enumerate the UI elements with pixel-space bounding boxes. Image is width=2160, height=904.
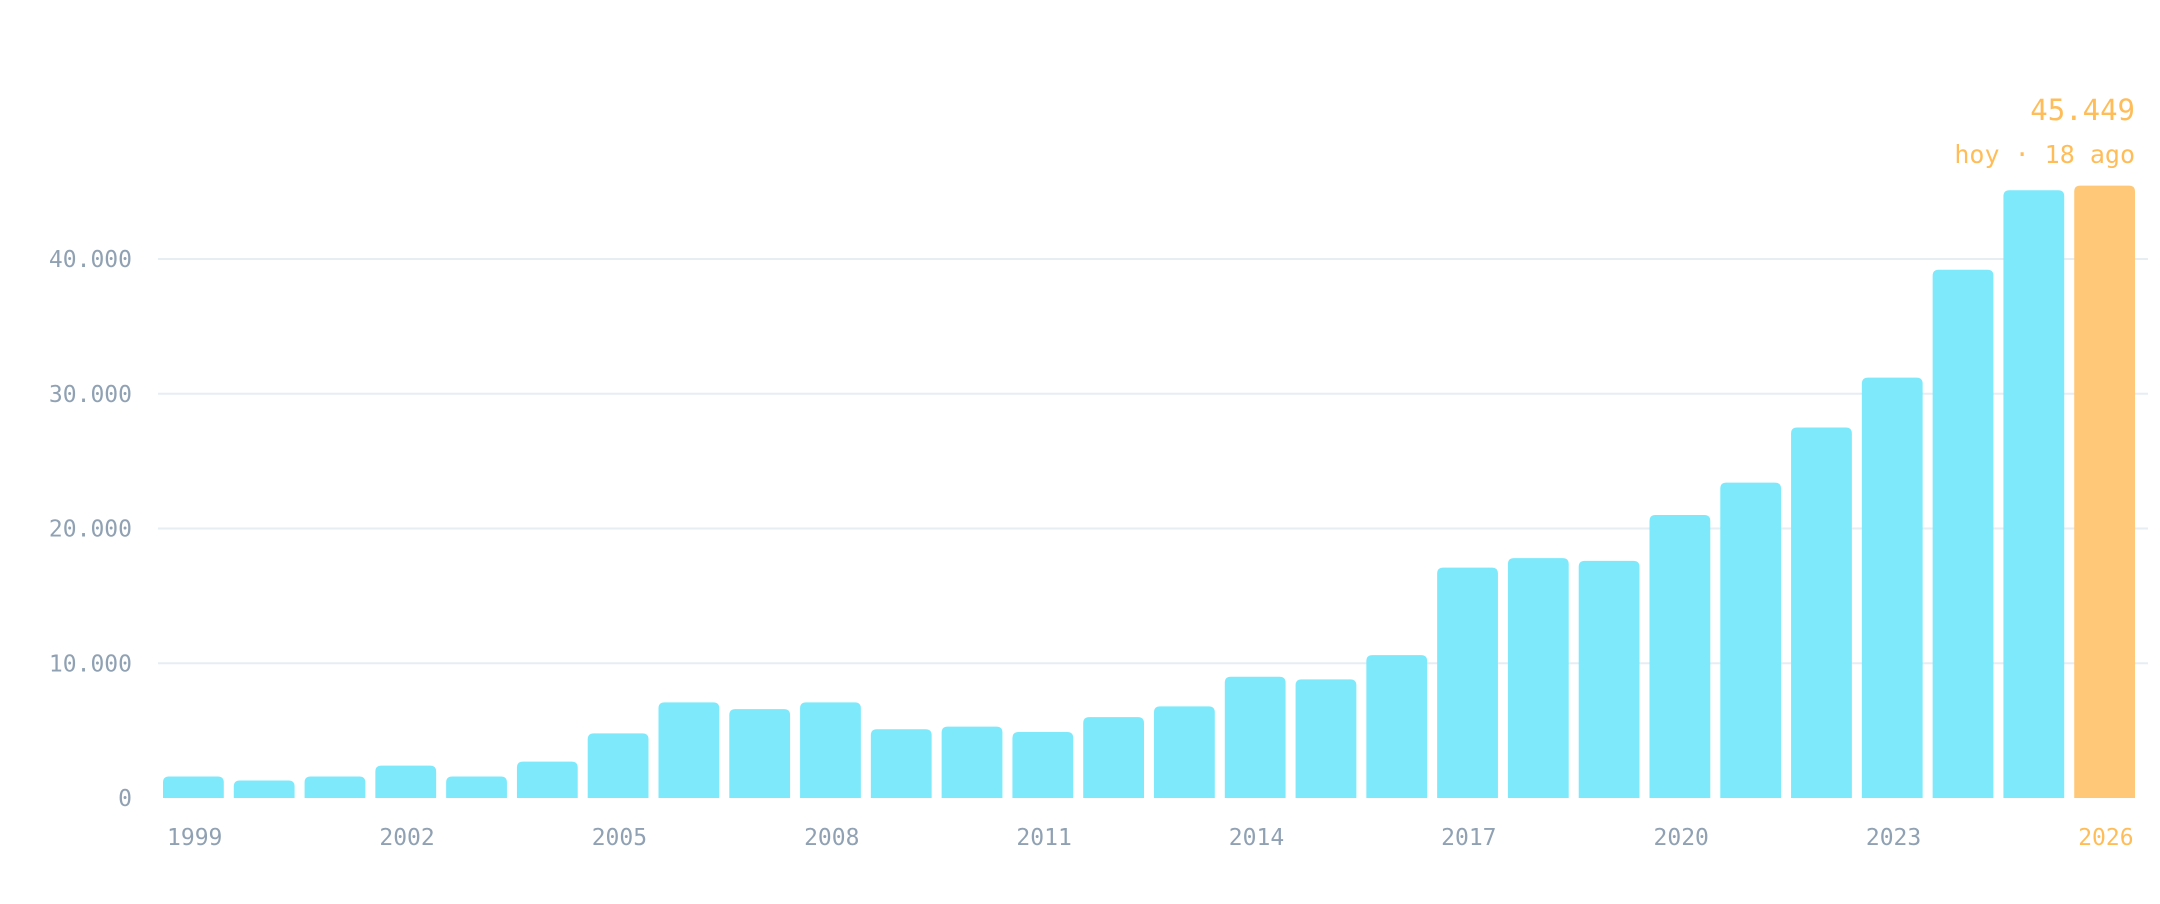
y-axis-ticks: 0 10.000 20.000 30.000 40.000	[49, 247, 132, 812]
bar	[1649, 515, 1711, 798]
bars	[163, 185, 2135, 799]
bar	[1295, 679, 1357, 798]
bar	[800, 702, 861, 798]
bar	[516, 761, 578, 798]
bar	[1437, 567, 1498, 798]
bar	[446, 776, 507, 798]
y-tick-label: 40.000	[49, 247, 132, 273]
bar	[1366, 655, 1428, 798]
x-tick-label: 2023	[1866, 825, 1921, 851]
bar	[1012, 731, 1074, 798]
highlight-date-label: hoy · 18 ago	[1954, 140, 2135, 169]
bar	[1578, 560, 1640, 798]
bar	[870, 729, 932, 798]
bar-highlight	[2074, 185, 2135, 799]
y-tick-label: 10.000	[49, 651, 132, 677]
bar	[1224, 676, 1286, 798]
bar	[1083, 717, 1144, 798]
bar	[233, 780, 295, 798]
bar	[304, 776, 366, 798]
x-tick-label: 2026	[2078, 825, 2133, 851]
bar	[587, 733, 649, 798]
bar	[658, 702, 720, 798]
bar	[729, 709, 791, 798]
highlight-value-label: 45.449	[2030, 93, 2135, 127]
bar	[1154, 706, 1215, 798]
bar	[941, 726, 1003, 798]
x-tick-label: 1999	[167, 825, 222, 851]
x-tick-label: 2002	[379, 825, 434, 851]
bar	[1507, 558, 1569, 798]
bar	[375, 765, 437, 798]
x-tick-label: 2005	[592, 825, 647, 851]
bar	[2003, 190, 2065, 799]
x-tick-label: 2017	[1441, 825, 1496, 851]
x-axis-ticks: 1999 2002 2005 2008 2011 2014 2017 2020 2023 2026	[167, 825, 2134, 851]
x-tick-label: 2011	[1016, 825, 1071, 851]
highlight-annotation: 45.449 hoy · 18 ago	[1954, 93, 2135, 169]
y-tick-label: 0	[118, 786, 132, 812]
bar	[1720, 482, 1782, 798]
bar	[1932, 269, 1994, 798]
y-tick-label: 20.000	[49, 517, 132, 543]
x-tick-label: 2020	[1654, 825, 1709, 851]
bar	[1861, 377, 1923, 798]
x-tick-label: 2014	[1229, 825, 1284, 851]
y-tick-label: 30.000	[49, 382, 132, 408]
bar	[1791, 427, 1852, 798]
bar	[163, 776, 224, 798]
x-tick-label: 2008	[804, 825, 859, 851]
